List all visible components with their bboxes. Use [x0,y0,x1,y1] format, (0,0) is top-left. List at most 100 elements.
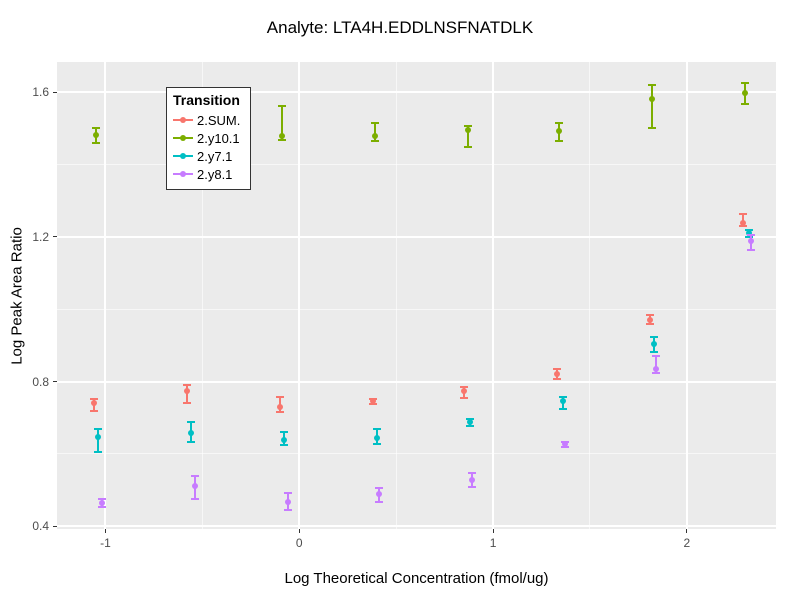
data-point [191,483,198,490]
data-point [648,96,655,103]
x-axis-title: Log Theoretical Concentration (fmol/ug) [284,570,549,587]
gridline-minor-h [57,308,776,310]
error-bar-cap [649,336,658,339]
legend-item-label: 2.y7.1 [197,148,233,164]
data-point [375,490,382,497]
error-bar [654,356,657,374]
data-point [183,387,190,394]
data-point [647,317,654,324]
error-bar-cap [463,124,472,127]
data-point [280,437,287,444]
data-point [555,128,562,135]
data-point [284,498,291,505]
gridline-major-v [298,62,301,529]
error-bar [650,85,653,128]
error-bar-cap [91,127,100,130]
legend-item-label: 2.y10.1 [197,130,240,146]
error-bar-cap [97,497,106,500]
error-bar-cap [740,81,749,84]
error-bar-cap [465,417,474,420]
error-bar-cap [459,385,468,388]
error-bar-cap [186,421,195,424]
error-bar-cap [97,506,106,509]
data-point [559,398,566,405]
error-bar-cap [279,430,288,433]
y-axis-title: Log Peak Area Ratio [8,227,26,365]
legend-key-dot [180,135,186,141]
x-tick-mark [104,529,106,533]
data-point [652,366,659,373]
data-point [98,499,105,506]
data-point [276,403,283,410]
error-bar-cap [279,444,288,447]
legend: Transition 2.SUM. 2.y10.1 2.y7.1 2.y8.1 [166,87,252,190]
y-tick-mark [53,381,57,383]
gridline-major-h [57,380,776,383]
error-bar-cap [370,121,379,124]
error-bar-cap [558,396,567,399]
error-bar-cap [277,104,286,107]
error-bar-cap [372,428,381,431]
error-bar-cap [182,384,191,387]
error-bar-cap [646,314,655,317]
legend-items: 2.SUM. 2.y10.1 2.y7.1 2.y8.1 [173,111,240,183]
data-point [187,429,194,436]
error-bar-cap [746,234,755,237]
x-tick-label: 2 [683,536,691,550]
error-bar-cap [370,140,379,143]
data-point [741,90,748,97]
error-bar-cap [646,323,655,326]
error-bar-cap [275,395,284,398]
gridline-minor-v [201,62,203,529]
y-tick-mark [53,91,57,93]
error-bar-cap [554,121,563,124]
error-bar [96,429,99,452]
data-point [561,440,568,447]
error-bar-cap [649,350,658,353]
x-tick-label: 1 [489,536,497,550]
legend-item: 2.y7.1 [173,147,240,165]
error-bar-cap [554,140,563,143]
error-bar-cap [93,450,102,453]
data-point [745,230,752,237]
error-bar-cap [186,440,195,443]
legend-title: Transition [173,92,240,108]
error-bar [280,105,283,141]
gridline-minor-h [57,164,776,166]
error-bar-cap [182,402,191,405]
gridline-minor-h [57,453,776,455]
data-point [740,220,747,227]
error-bar-cap [372,443,381,446]
data-point [373,435,380,442]
x-tick-label: 0 [295,536,303,550]
legend-item-label: 2.y8.1 [197,166,233,182]
legend-item: 2.y8.1 [173,165,240,183]
gridline-major-v [104,62,107,529]
plot-title: Analyte: LTA4H.EDDLNSFNATDLK [266,18,534,37]
error-bar-cap [275,410,284,413]
data-point [747,238,754,245]
data-point [92,132,99,138]
gridline-major-v [492,62,495,529]
error-bar-cap [651,372,660,375]
legend-key-icon [173,149,193,163]
error-bar-cap [553,367,561,370]
data-point [90,399,97,406]
error-bar-cap [283,508,292,511]
y-tick-mark [53,236,57,238]
x-tick-mark [492,529,494,533]
legend-key-dot [180,117,186,123]
error-bar-cap [740,102,749,105]
y-tick-label: 1.6 [32,85,49,100]
error-bar-cap [467,485,476,488]
error-bar-cap [647,84,656,87]
data-point [468,477,475,484]
data-point [460,388,467,395]
error-bar-cap [93,428,102,431]
error-bar-cap [374,500,383,503]
x-tick-mark [298,529,300,533]
data-point [466,419,473,425]
data-point [94,433,101,440]
gridline-major-h [57,235,776,238]
